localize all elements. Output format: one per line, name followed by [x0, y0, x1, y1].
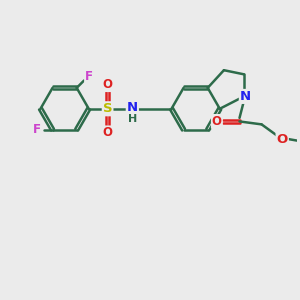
Text: N: N	[127, 101, 138, 114]
Text: N: N	[240, 90, 251, 103]
Text: O: O	[212, 115, 222, 128]
Text: F: F	[33, 123, 41, 136]
Text: O: O	[103, 78, 112, 91]
Text: O: O	[103, 126, 112, 140]
Text: S: S	[103, 102, 112, 115]
Text: H: H	[128, 114, 137, 124]
Text: F: F	[85, 70, 93, 83]
Text: O: O	[277, 133, 288, 146]
